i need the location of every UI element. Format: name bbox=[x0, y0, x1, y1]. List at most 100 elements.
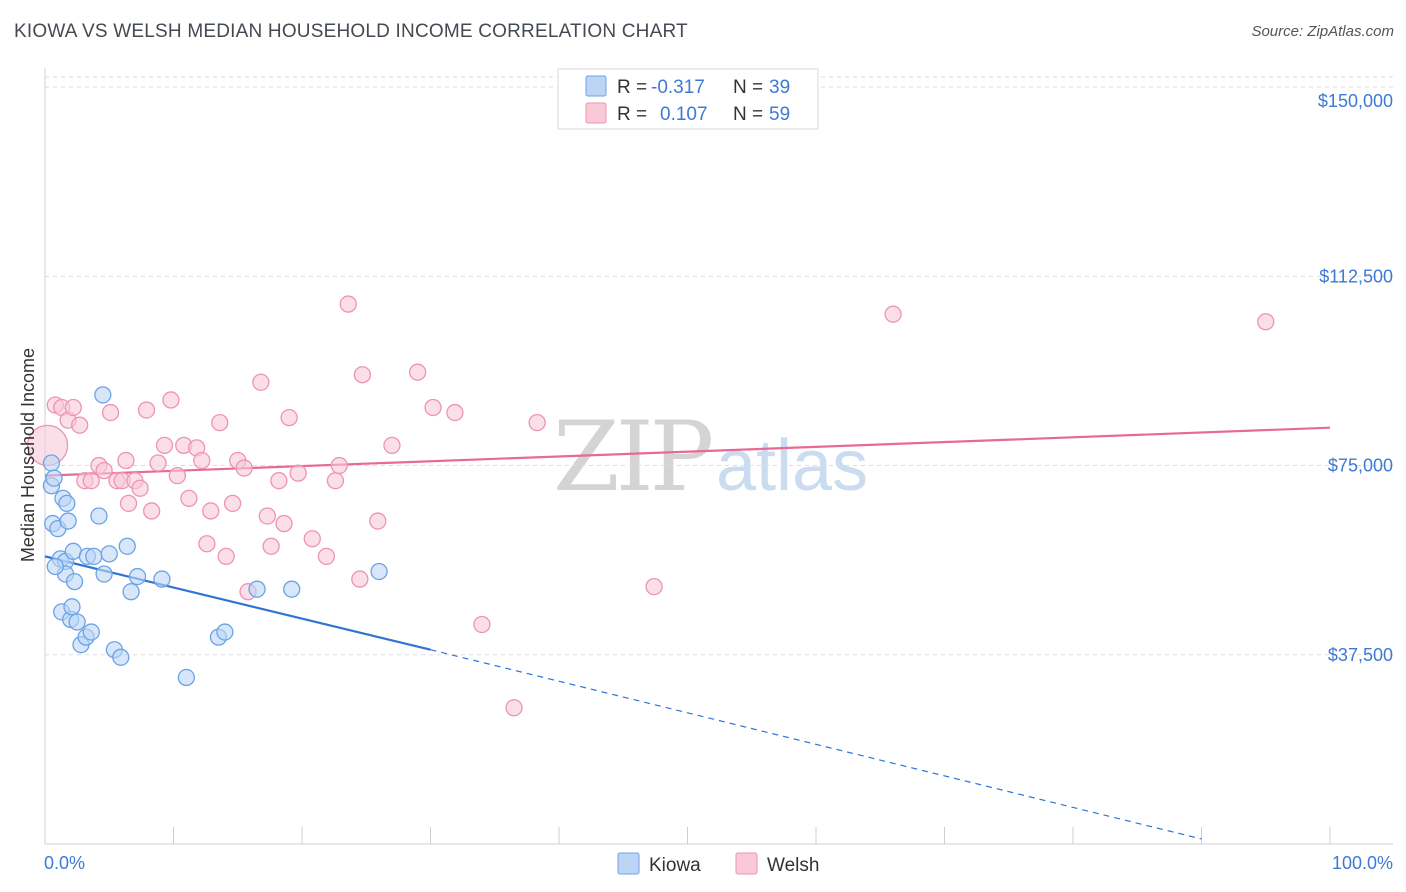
welsh-point-54 bbox=[473, 615, 491, 634]
bottom-legend-label-welsh: Welsh bbox=[767, 855, 819, 876]
y-tick-label-2: $112,500 bbox=[1319, 266, 1393, 286]
welsh-point-40 bbox=[280, 408, 298, 427]
welsh-point-35 bbox=[252, 373, 270, 391]
kiowa-point-34 bbox=[216, 623, 234, 641]
welsh-point-46 bbox=[339, 295, 357, 313]
welsh-point-36 bbox=[258, 507, 276, 525]
bottom-legend-swatch-kiowa bbox=[617, 852, 640, 875]
welsh-point-28 bbox=[202, 502, 220, 520]
kiowa-point-29 bbox=[122, 583, 140, 601]
welsh-point-21 bbox=[162, 391, 180, 409]
welsh-point-13 bbox=[117, 451, 135, 470]
legend-n-label-kiowa: N = bbox=[733, 77, 763, 98]
welsh-point-26 bbox=[193, 451, 211, 470]
welsh-point-50 bbox=[383, 436, 401, 455]
y-axis-label: Median Household Income bbox=[18, 348, 38, 562]
welsh-point-39 bbox=[275, 514, 293, 533]
welsh-point-53 bbox=[446, 403, 464, 422]
welsh-point-44 bbox=[326, 472, 345, 490]
legend-n-label-welsh: N = bbox=[733, 104, 763, 125]
welsh-point-29 bbox=[211, 414, 229, 432]
kiowa-point-31 bbox=[153, 570, 171, 588]
welsh-point-16 bbox=[131, 479, 149, 497]
welsh-point-33 bbox=[235, 459, 253, 477]
kiowa-point-24 bbox=[95, 565, 113, 583]
welsh-point-5 bbox=[71, 416, 89, 434]
x-tick-label-0: 0.0% bbox=[44, 853, 85, 873]
watermark-zip: ZIP bbox=[553, 401, 712, 513]
bottom-legend-label-kiowa: Kiowa bbox=[649, 855, 701, 876]
welsh-point-4 bbox=[64, 398, 82, 417]
bottom-legend: Kiowa Welsh bbox=[617, 852, 819, 876]
data-points bbox=[26, 295, 1275, 717]
legend-r-value-kiowa: -0.317 bbox=[651, 77, 705, 98]
welsh-trend-line bbox=[44, 426, 1331, 477]
welsh-point-7 bbox=[82, 472, 100, 490]
kiowa-point-0 bbox=[42, 454, 61, 472]
kiowa-point-32 bbox=[177, 668, 196, 687]
legend-r-value-welsh: 0.107 bbox=[660, 104, 708, 125]
gridlines bbox=[45, 76, 1393, 656]
welsh-point-45 bbox=[330, 456, 348, 475]
welsh-point-18 bbox=[143, 502, 161, 520]
kiowa-point-20 bbox=[82, 623, 100, 641]
kiowa-point-22 bbox=[90, 507, 108, 525]
welsh-point-10 bbox=[101, 403, 120, 422]
kiowa-point-35 bbox=[248, 580, 266, 598]
legend-r-label-welsh: R = bbox=[617, 104, 647, 125]
kiowa-point-23 bbox=[94, 386, 112, 404]
welsh-point-57 bbox=[645, 578, 663, 596]
source-label: Source: ZipAtlas.com bbox=[1251, 23, 1394, 40]
kiowa-point-37 bbox=[370, 562, 388, 581]
welsh-point-59 bbox=[1257, 313, 1275, 331]
welsh-point-37 bbox=[262, 537, 280, 555]
welsh-point-52 bbox=[424, 398, 442, 417]
welsh-point-43 bbox=[317, 547, 336, 566]
welsh-point-19 bbox=[149, 454, 167, 472]
kiowa-point-15 bbox=[65, 572, 84, 591]
welsh-point-20 bbox=[155, 436, 174, 455]
kiowa-point-11 bbox=[59, 512, 77, 530]
welsh-point-58 bbox=[884, 305, 902, 323]
kiowa-point-28 bbox=[118, 537, 136, 555]
legend-r-label-kiowa: R = bbox=[617, 77, 647, 98]
kiowa-point-27 bbox=[112, 648, 130, 666]
welsh-point-47 bbox=[351, 570, 369, 588]
x-tick-label-1: 100.0% bbox=[1332, 853, 1393, 873]
welsh-point-38 bbox=[270, 472, 288, 490]
welsh-point-17 bbox=[137, 401, 156, 419]
welsh-point-27 bbox=[198, 535, 216, 553]
kiowa-point-3 bbox=[45, 469, 63, 487]
kiowa-point-30 bbox=[128, 567, 147, 586]
welsh-point-31 bbox=[223, 494, 242, 513]
legend-n-value-welsh: 59 bbox=[769, 104, 790, 125]
y-tick-label-3: $150,000 bbox=[1318, 91, 1393, 111]
kiowa-point-36 bbox=[283, 580, 301, 598]
welsh-point-56 bbox=[528, 414, 546, 432]
kiowa-point-16 bbox=[68, 613, 86, 631]
kiowa-point-13 bbox=[63, 598, 81, 616]
kiowa-point-38 bbox=[46, 557, 64, 576]
welsh-point-48 bbox=[353, 366, 372, 384]
kiowa-point-21 bbox=[85, 547, 103, 566]
kiowa-trend-extension bbox=[430, 649, 1202, 840]
y-tick-labels: $37,500 $75,000 $112,500 $150,000 bbox=[1318, 91, 1393, 665]
chart-title: KIOWA VS WELSH MEDIAN HOUSEHOLD INCOME C… bbox=[14, 21, 688, 42]
legend-swatch-welsh bbox=[585, 102, 607, 124]
welsh-point-24 bbox=[180, 489, 198, 507]
kiowa-point-10 bbox=[58, 494, 76, 513]
welsh-point-55 bbox=[505, 699, 523, 717]
bottom-legend-swatch-welsh bbox=[735, 852, 758, 875]
legend: R = -0.317 N = 39 R = 0.107 N = 59 bbox=[557, 68, 819, 130]
welsh-point-22 bbox=[168, 466, 187, 485]
welsh-point-49 bbox=[369, 512, 387, 530]
legend-swatch-kiowa bbox=[585, 75, 607, 97]
kiowa-point-25 bbox=[100, 545, 118, 563]
x-tick-labels: 0.0% 100.0% bbox=[44, 853, 1393, 873]
legend-n-value-kiowa: 39 bbox=[769, 77, 790, 98]
welsh-point-30 bbox=[217, 547, 235, 566]
y-tick-label-1: $75,000 bbox=[1328, 456, 1393, 476]
welsh-point-51 bbox=[408, 363, 427, 381]
welsh-point-14 bbox=[119, 494, 138, 513]
